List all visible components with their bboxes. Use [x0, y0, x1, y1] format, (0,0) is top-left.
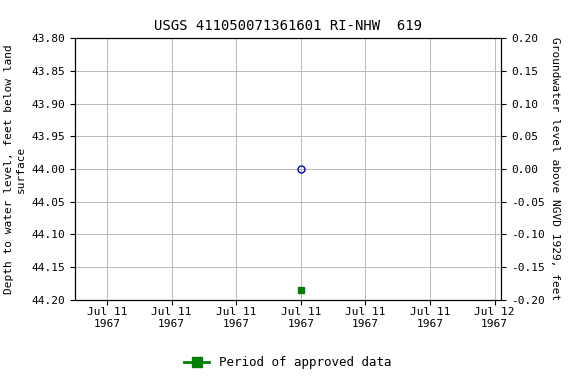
Legend: Period of approved data: Period of approved data	[179, 351, 397, 374]
Title: USGS 411050071361601 RI-NHW  619: USGS 411050071361601 RI-NHW 619	[154, 19, 422, 33]
Y-axis label: Groundwater level above NGVD 1929, feet: Groundwater level above NGVD 1929, feet	[550, 37, 560, 301]
Y-axis label: Depth to water level, feet below land
surface: Depth to water level, feet below land su…	[4, 44, 26, 294]
